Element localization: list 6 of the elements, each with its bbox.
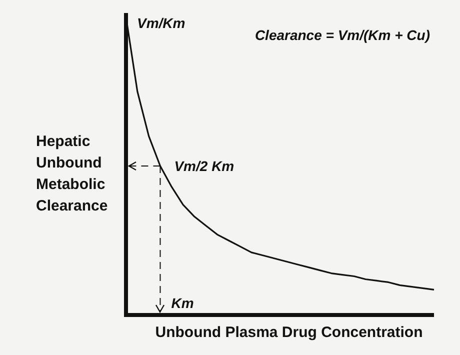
annotation: Vm/Km: [137, 15, 186, 31]
ref-line-label: Vm/2 Km: [174, 158, 234, 174]
annotation: Km: [171, 295, 194, 311]
annotation: Clearance = Vm/(Km + Cu): [254, 27, 430, 43]
y-axis-title: Hepatic Unbound Metabolic Clearance: [36, 133, 108, 214]
x-axis-title: Unbound Plasma Drug Concentration: [155, 324, 423, 341]
